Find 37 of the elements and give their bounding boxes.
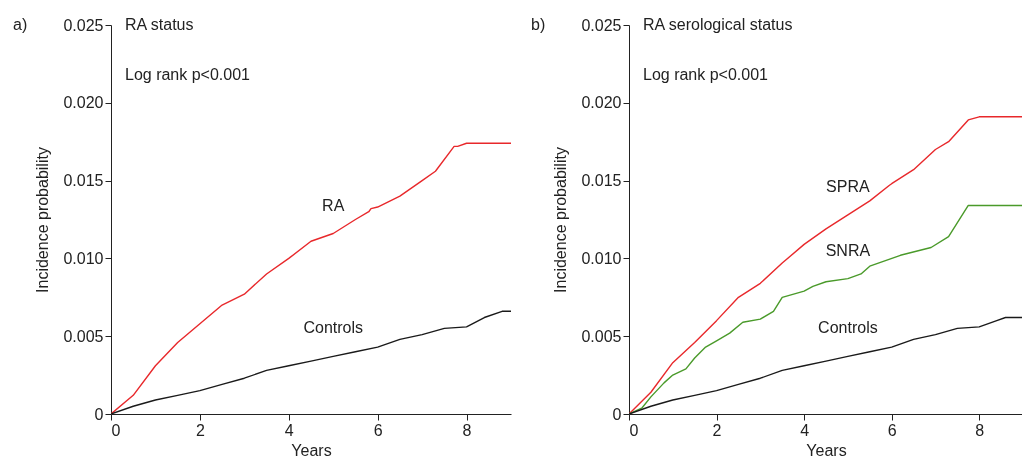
x-tick-label: 0 xyxy=(629,421,639,439)
x-tick-label: 4 xyxy=(284,421,294,439)
text: b) xyxy=(531,16,546,33)
chart-title: RA status xyxy=(125,16,194,33)
y-tick-label: 0.025 xyxy=(581,16,622,34)
y-tick-label: 0.005 xyxy=(63,327,104,345)
chart-title: RA serological status xyxy=(643,16,793,33)
y-tick-label: 0.025 xyxy=(63,16,104,34)
x-tick-label: 8 xyxy=(462,421,472,439)
y-tick-label: 0.010 xyxy=(63,249,104,267)
y-tick-label: 0 xyxy=(612,405,622,423)
y-tick-label: 0.015 xyxy=(581,172,622,190)
annotation: Log rank p<0.001 xyxy=(125,66,251,83)
series-label: SNRA xyxy=(825,241,871,259)
x-tick-label: 8 xyxy=(975,421,985,439)
x-tick-label: 6 xyxy=(373,421,383,439)
annotation: Log rank p<0.001 xyxy=(643,66,769,83)
y-tick-label: 0 xyxy=(94,405,104,423)
series-label: Controls xyxy=(818,319,878,337)
y-tick-label: 0.015 xyxy=(63,172,104,190)
y-tick-label: 0.020 xyxy=(63,94,104,112)
x-tick-label: 0 xyxy=(111,421,121,439)
x-axis-title: Years xyxy=(291,441,332,459)
x-tick-label: 2 xyxy=(712,421,722,439)
y-axis-title: Incidence probability xyxy=(552,147,570,293)
x-tick-label: 6 xyxy=(887,421,897,439)
y-tick-label: 0.005 xyxy=(581,327,622,345)
x-tick-label: 2 xyxy=(195,421,205,439)
text: a) xyxy=(13,16,28,33)
y-tick-label: 0.020 xyxy=(581,94,622,112)
series-label: RA xyxy=(322,196,345,214)
series-label: SPRA xyxy=(826,177,870,195)
x-tick-label: 4 xyxy=(800,421,810,439)
y-tick-label: 0.010 xyxy=(581,249,622,267)
x-axis-title: Years xyxy=(806,441,847,459)
series-label: Controls xyxy=(303,319,364,337)
y-axis-title: Incidence probability xyxy=(34,147,52,293)
